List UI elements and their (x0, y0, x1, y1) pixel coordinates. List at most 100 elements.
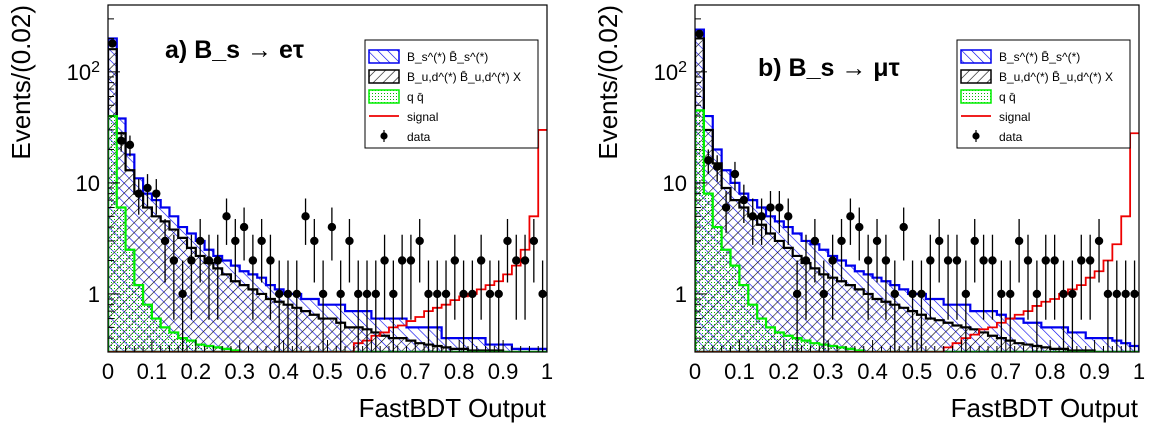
data-point (134, 189, 143, 198)
data-point (801, 256, 811, 265)
data-point (204, 256, 214, 265)
legend-item: data (972, 130, 1023, 144)
data-point (362, 289, 372, 299)
data-point (468, 289, 477, 299)
data-point (819, 289, 828, 299)
y-tick-label: 10 (663, 171, 687, 196)
legend-item: B_u,d^(*) B̄_u,d^(*) X (368, 69, 521, 84)
data-point (766, 203, 775, 212)
legend-item: q q̄ (960, 89, 1016, 104)
y-axis: 1 10 102 (654, 4, 707, 353)
data-point (512, 256, 521, 265)
data-point (354, 289, 363, 299)
data-point (529, 236, 539, 246)
x-tick-label: 0.4 (857, 359, 888, 384)
data-point (748, 212, 757, 221)
x-tick-label: 0 (689, 359, 701, 384)
x-tick-label: 1 (1133, 359, 1145, 384)
legend-label: q q̄ (407, 90, 424, 104)
data-point (380, 256, 389, 265)
data-point (283, 289, 293, 299)
plot-area (695, 28, 1139, 352)
data-point (1006, 289, 1015, 299)
x-tick-label: 0.2 (181, 359, 212, 384)
data-point (1085, 256, 1095, 265)
data-point (961, 289, 971, 299)
data-point (810, 236, 820, 246)
y-axis: 1 10 102 (67, 4, 120, 353)
series-signal (108, 129, 547, 352)
data-point (1077, 256, 1086, 265)
data-point (855, 222, 864, 232)
data-point (1050, 256, 1059, 265)
data-point (1130, 289, 1139, 299)
data-point (988, 256, 997, 265)
data-point (239, 222, 249, 232)
data-point (187, 256, 196, 265)
legend-label: B_u,d^(*) B̄_u,d^(*) X (407, 70, 521, 84)
data-point (327, 222, 337, 232)
data-point (485, 289, 495, 299)
x-axis: 0 0.1 0.2 0.3 0.4 0.5 0.6 0.7 0.8 0.9 1 (689, 340, 1145, 384)
y-tick-label: 102 (67, 59, 100, 85)
data-point (730, 169, 740, 179)
panel-b: 0 0.1 0.2 0.3 0.4 0.5 0.6 0.7 0.8 0.9 1 1 10 102 FastB… (593, 4, 1145, 423)
data-point (160, 236, 170, 246)
data-point (222, 212, 231, 221)
data-point (1032, 289, 1042, 299)
x-tick-label: 0.9 (1079, 359, 1110, 384)
legend: B_s^(*) B̄_s^(*) B_u,d^(*) B̄_u,d^(*) X q … (364, 39, 539, 149)
x-tick-label: 0.6 (946, 359, 977, 384)
data-point (721, 203, 731, 212)
x-tick-label: 0.9 (488, 359, 519, 384)
data-point (899, 222, 908, 232)
x-tick-label: 0.5 (312, 359, 343, 384)
y-tick-label: 1 (675, 282, 687, 307)
data-point (784, 212, 793, 221)
data-point (775, 203, 784, 212)
data-point (757, 212, 766, 221)
data-point (152, 189, 161, 198)
legend-label: data (407, 130, 431, 144)
x-axis-title: FastBDT Output (951, 393, 1139, 423)
x-tick-label: 0.2 (769, 359, 800, 384)
series-hist-2 (695, 109, 1139, 352)
data-point (318, 289, 328, 299)
data-point (997, 289, 1006, 299)
data-point (935, 236, 944, 246)
data-point (450, 256, 460, 265)
data-point (890, 289, 899, 299)
legend-item: data (380, 130, 431, 144)
legend-item: B_s^(*) B̄_s^(*) (368, 49, 488, 64)
series-hist-2 (108, 114, 547, 352)
legend-label: q q̄ (999, 90, 1016, 104)
y-tick-label: 10 (76, 171, 100, 196)
data-point (406, 256, 416, 265)
series-data (695, 29, 1139, 352)
series-signal (695, 132, 1139, 352)
data-point (713, 162, 722, 171)
x-tick-label: 0.7 (400, 359, 431, 384)
x-tick-label: 0.3 (224, 359, 255, 384)
series-data (108, 39, 547, 352)
data-point (1121, 289, 1130, 299)
data-point (503, 236, 512, 246)
data-point (846, 212, 855, 221)
data-point (424, 289, 433, 299)
data-point (389, 289, 398, 299)
data-point (943, 256, 953, 265)
data-point (397, 256, 407, 265)
data-point (178, 289, 187, 299)
data-point (952, 256, 962, 265)
data-point (310, 236, 319, 246)
data-point (792, 289, 802, 299)
data-point (415, 236, 424, 246)
data-point (108, 39, 117, 48)
legend-item: q q̄ (368, 89, 424, 104)
data-point (494, 289, 503, 299)
x-tick-label: 0.4 (268, 359, 299, 384)
data-point (926, 256, 935, 265)
data-point (908, 289, 917, 299)
data-point (917, 289, 926, 299)
data-point (195, 236, 205, 246)
